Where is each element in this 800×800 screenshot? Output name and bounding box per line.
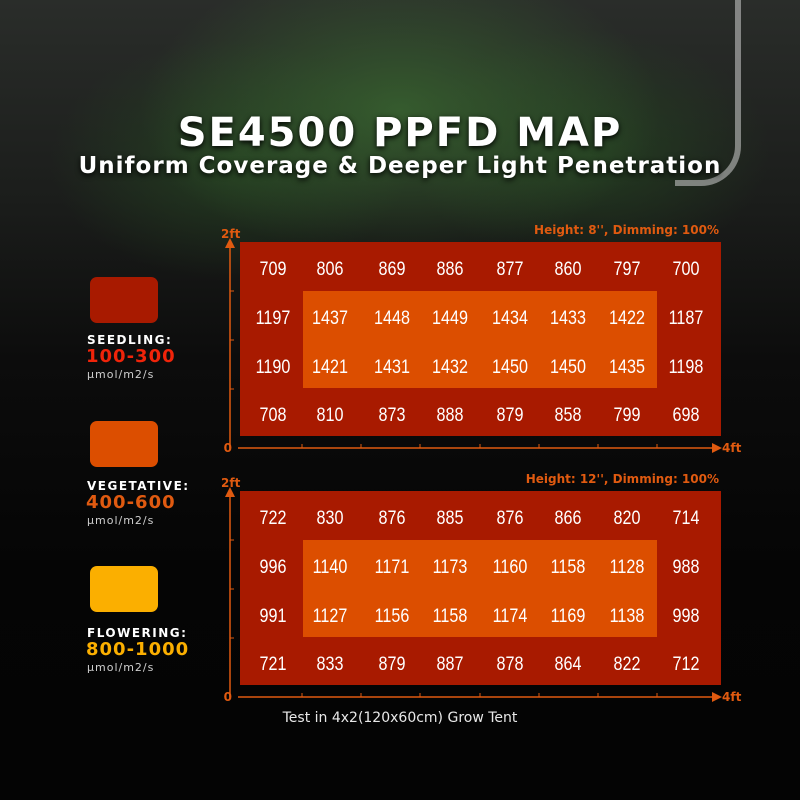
test-note: Test in 4x2(120x60cm) Grow Tent: [282, 710, 518, 726]
x-axis-max-label: 4ft: [722, 690, 742, 704]
ppfd-value: 1437: [312, 307, 348, 329]
legend-swatch-vegetative: [90, 421, 158, 467]
ppfd-value: 1431: [374, 356, 410, 378]
ppfd-value: 1173: [433, 556, 468, 578]
ppfd-value: 700: [673, 258, 700, 280]
ppfd-value: 888: [437, 404, 464, 426]
ppfd-value: 1158: [551, 556, 586, 578]
ppfd-value: 722: [260, 507, 287, 529]
x-axis-max-label: 4ft: [722, 441, 742, 455]
page-title: SE4500 PPFD MAP: [177, 110, 623, 156]
ppfd-value: 708: [260, 404, 287, 426]
ppfd-value: 1449: [432, 307, 468, 329]
legend-unit: µmol/m2/s: [87, 661, 155, 674]
ppfd-value: 1187: [669, 307, 704, 329]
heatmap-title: Height: 8'', Dimming: 100%: [534, 223, 719, 237]
ppfd-value: 1434: [492, 307, 528, 329]
legend-name: SEEDLING:: [87, 333, 173, 347]
legend-range: 800-1000: [86, 639, 190, 660]
ppfd-value: 1160: [493, 556, 528, 578]
ppfd-value: 1432: [432, 356, 468, 378]
ppfd-value: 1174: [493, 605, 528, 627]
ppfd-value: 858: [555, 404, 582, 426]
ppfd-value: 1140: [313, 556, 348, 578]
x-axis-arrow: [712, 443, 722, 453]
ppfd-value: 991: [260, 605, 287, 627]
ppfd-value: 1198: [669, 356, 704, 378]
ppfd-value: 1169: [551, 605, 586, 627]
x-axis-origin-label: 0: [224, 441, 232, 455]
ppfd-value: 1127: [313, 605, 348, 627]
ppfd-value: 1190: [256, 356, 291, 378]
ppfd-value: 820: [614, 507, 641, 529]
ppfd-value: 1156: [375, 605, 410, 627]
ppfd-value: 830: [317, 507, 344, 529]
ppfd-value: 714: [673, 507, 700, 529]
x-axis-origin-label: 0: [224, 690, 232, 704]
ppfd-value: 810: [317, 404, 344, 426]
ppfd-value: 822: [614, 653, 641, 675]
tent-frame: [675, 0, 741, 186]
ppfd-value: 1421: [312, 356, 348, 378]
ppfd-value: 860: [555, 258, 582, 280]
ppfd-value: 998: [673, 605, 700, 627]
ppfd-value: 806: [317, 258, 344, 280]
ppfd-value: 1158: [433, 605, 468, 627]
ppfd-value: 1448: [374, 307, 410, 329]
ppfd-value: 988: [673, 556, 700, 578]
ppfd-value: 1433: [550, 307, 586, 329]
ppfd-value: 1197: [256, 307, 291, 329]
heatmap-title: Height: 12'', Dimming: 100%: [526, 472, 719, 486]
ppfd-value: 864: [555, 653, 582, 675]
ppfd-value: 886: [437, 258, 464, 280]
ppfd-value: 799: [614, 404, 641, 426]
ppfd-value: 876: [379, 507, 406, 529]
legend-range: 400-600: [86, 492, 176, 513]
ppfd-value: 996: [260, 556, 287, 578]
ppfd-value: 878: [497, 653, 524, 675]
ppfd-value: 1435: [609, 356, 645, 378]
ppfd-value: 1450: [492, 356, 528, 378]
ppfd-value: 797: [614, 258, 641, 280]
ppfd-value: 833: [317, 653, 344, 675]
ppfd-value: 885: [437, 507, 464, 529]
legend-swatch-seedling: [90, 277, 158, 323]
ppfd-value: 887: [437, 653, 464, 675]
ppfd-value: 698: [673, 404, 700, 426]
y-axis-arrow: [225, 238, 235, 248]
ppfd-value: 876: [497, 507, 524, 529]
y-axis-arrow: [225, 487, 235, 497]
legend-unit: µmol/m2/s: [87, 514, 155, 527]
ppfd-value: 877: [497, 258, 524, 280]
heatmap-center-zone: [303, 540, 657, 637]
ppfd-value: 1422: [609, 307, 645, 329]
legend-name: VEGETATIVE:: [87, 479, 190, 493]
ppfd-value: 721: [260, 653, 287, 675]
ppfd-value: 869: [379, 258, 406, 280]
legend-name: FLOWERING:: [87, 626, 188, 640]
ppfd-value: 879: [379, 653, 406, 675]
ppfd-value: 1128: [610, 556, 645, 578]
heatmap-center-zone: [303, 291, 657, 388]
heatmap-2: Height: 12'', Dimming: 100% 722 830 876 885 8…: [221, 472, 742, 704]
ppfd-value: 1171: [375, 556, 410, 578]
page-subtitle: Uniform Coverage & Deeper Light Penetrat…: [78, 153, 722, 179]
y-axis-max-label: 2ft: [221, 476, 241, 490]
ppfd-value: 866: [555, 507, 582, 529]
ppfd-value: 1138: [610, 605, 645, 627]
legend-swatch-flowering: [90, 566, 158, 612]
legend-range: 100-300: [86, 346, 176, 367]
y-axis-max-label: 2ft: [221, 227, 241, 241]
x-axis-arrow: [712, 692, 722, 702]
ppfd-value: 1450: [550, 356, 586, 378]
legend-unit: µmol/m2/s: [87, 368, 155, 381]
ppfd-value: 709: [260, 258, 287, 280]
heatmap-1: Height: 8'', Dimming: 100% 709 806 869 886 87…: [221, 223, 742, 455]
ppfd-value: 879: [497, 404, 524, 426]
ppfd-value: 873: [379, 404, 406, 426]
ppfd-value: 712: [673, 653, 700, 675]
